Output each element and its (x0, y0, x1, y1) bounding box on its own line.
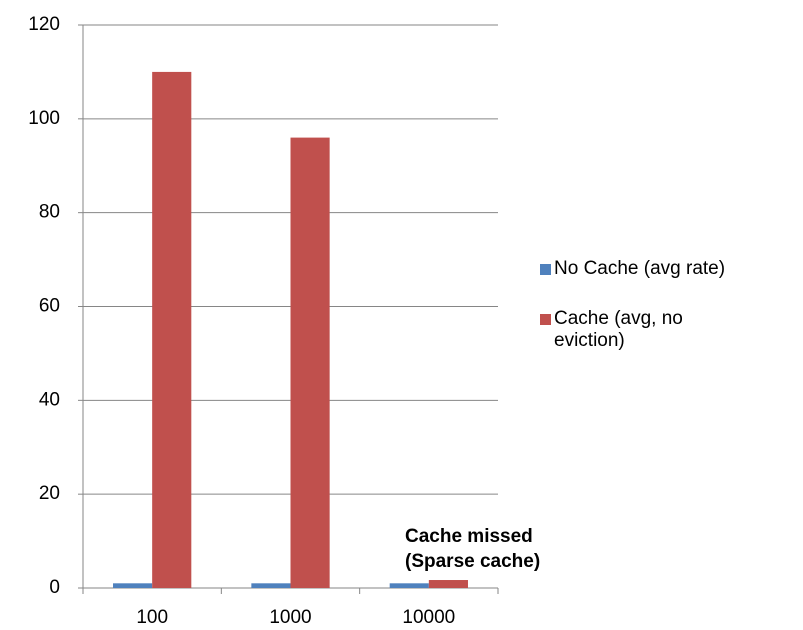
legend-item: No Cache (avg rate) (540, 258, 802, 280)
y-tick-label: 120 (28, 14, 60, 35)
legend-swatch (540, 264, 551, 275)
y-tick-label: 0 (49, 577, 60, 598)
legend: No Cache (avg rate) Cache (avg, no evicti… (540, 258, 802, 380)
y-tick-label: 80 (39, 202, 60, 223)
bar (389, 583, 429, 588)
y-tick-label: 40 (39, 389, 60, 410)
x-tick-label: 10000 (402, 607, 455, 628)
y-tick-label: 100 (28, 108, 60, 129)
legend-label: Cache (avg, no eviction) (554, 308, 683, 351)
bar (290, 137, 330, 588)
bar (428, 580, 468, 588)
legend-label: No Cache (avg rate) (554, 258, 726, 279)
bar (251, 583, 291, 588)
annotation: Cache missed (405, 526, 533, 547)
y-tick-label: 60 (39, 296, 60, 317)
legend-item: Cache (avg, no eviction) (540, 308, 802, 352)
annotation: (Sparse cache) (405, 551, 540, 572)
legend-swatch (540, 314, 551, 325)
y-tick-label: 20 (39, 483, 60, 504)
x-tick-label: 1000 (269, 607, 311, 628)
bar (152, 71, 192, 588)
x-tick-label: 100 (136, 607, 168, 628)
bar (113, 583, 153, 588)
